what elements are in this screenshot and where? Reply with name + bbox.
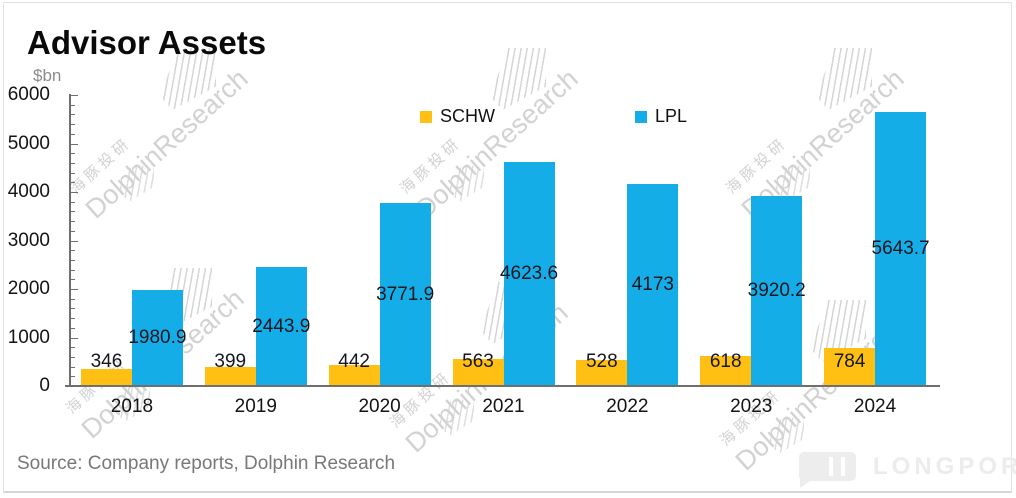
bar-schw-2019	[204, 366, 256, 386]
data-label-schw-2021: 563	[462, 351, 494, 372]
minor-tick	[71, 104, 75, 106]
y-axis-label-2000: 2000	[7, 278, 50, 299]
bar-schw-2022	[576, 360, 628, 386]
minor-tick	[71, 162, 75, 164]
data-label-lpl-2022: 4173	[631, 273, 674, 295]
minor-tick	[71, 124, 75, 126]
minor-tick	[71, 230, 75, 232]
plot-area: 346 1980.9 399 2443.9 442 3771.9 563 4623.6 528 4…	[70, 95, 937, 386]
major-tick	[71, 337, 78, 339]
x-axis-label-2019: 2019	[234, 396, 277, 417]
bar-lpl-2022	[627, 183, 679, 386]
legend-swatch-schw	[420, 110, 432, 123]
minor-tick	[71, 201, 75, 203]
logo-bar-gap	[829, 457, 833, 476]
legend-label-schw: SCHW	[440, 106, 495, 126]
legend-label-lpl: LPL	[655, 106, 688, 126]
y-axis-label-4000: 4000	[7, 181, 50, 202]
x-axis-label-2024: 2024	[853, 396, 897, 417]
bar-lpl-2024	[875, 112, 927, 386]
major-tick	[71, 289, 78, 290]
bar-lpl-2021	[503, 161, 555, 386]
y-axis-label-1000: 1000	[7, 326, 50, 348]
legend-item-lpl: LPL	[635, 106, 687, 127]
data-label-lpl-2018: 1980.9	[128, 326, 187, 348]
minor-tick	[71, 259, 75, 261]
minor-tick	[71, 376, 75, 378]
minor-tick	[71, 211, 75, 213]
data-label-lpl-2023: 3920.2	[747, 279, 806, 301]
data-label-lpl-2021: 4623.6	[499, 262, 559, 284]
x-axis-label-2018: 2018	[110, 396, 154, 417]
minor-tick	[71, 221, 75, 223]
bar-schw-2020	[328, 364, 380, 386]
bar-lpl-2020	[379, 203, 431, 386]
bar-schw-2023	[700, 356, 752, 386]
bar-schw-2021	[452, 358, 504, 386]
minor-tick	[71, 279, 75, 281]
y-axis-unit-label: $bn	[33, 66, 62, 85]
bar-schw-2018	[80, 369, 132, 386]
x-axis-label-2020: 2020	[358, 396, 401, 417]
minor-tick	[71, 318, 75, 320]
data-label-schw-2022: 528	[585, 351, 618, 372]
minor-tick	[71, 327, 75, 329]
minor-tick	[71, 356, 75, 358]
minor-tick	[71, 308, 75, 310]
legend-item-schw: SCHW	[420, 106, 495, 127]
minor-tick	[71, 153, 75, 155]
major-tick	[71, 240, 78, 242]
y-axis-line	[69, 94, 71, 387]
chart-title: Advisor Assets	[27, 24, 267, 61]
x-axis-line	[65, 385, 940, 387]
minor-tick	[71, 250, 75, 252]
minor-tick	[71, 269, 75, 271]
logo-bar-gap	[841, 457, 845, 476]
y-axis-label-6000: 6000	[7, 84, 50, 105]
x-axis-label-2022: 2022	[606, 396, 649, 417]
y-axis-label-5000: 5000	[7, 132, 50, 154]
major-tick	[71, 192, 78, 193]
minor-tick	[71, 347, 75, 349]
x-axis-label-2023: 2023	[730, 396, 773, 417]
chart-frame-border	[3, 2, 1012, 493]
bar-lpl-2019	[255, 267, 307, 386]
data-label-schw-2018: 346	[90, 351, 123, 372]
data-label-lpl-2020: 3771.9	[376, 283, 435, 305]
longport-brand: LONGPORT	[799, 452, 1016, 488]
minor-tick	[71, 182, 75, 184]
data-label-schw-2023: 618	[709, 351, 742, 372]
major-tick	[71, 143, 78, 145]
minor-tick	[71, 366, 75, 368]
minor-tick	[71, 298, 75, 300]
longport-logo-icon	[799, 452, 856, 488]
legend-swatch-lpl	[635, 110, 647, 123]
data-label-schw-2019: 399	[214, 351, 247, 372]
data-label-schw-2020: 442	[338, 351, 370, 372]
y-axis-label-0: 0	[39, 375, 50, 396]
minor-tick	[71, 114, 75, 116]
minor-tick	[71, 172, 75, 174]
data-label-lpl-2024: 5643.7	[871, 238, 930, 260]
data-label-lpl-2019: 2443.9	[252, 315, 311, 337]
minor-tick	[71, 133, 75, 135]
bar-lpl-2023	[751, 195, 803, 386]
longport-wordmark: LONGPORT	[873, 452, 1016, 480]
x-axis-label-2021: 2021	[482, 396, 525, 417]
major-tick	[71, 95, 78, 96]
source-note: Source: Company reports, Dolphin Researc…	[17, 453, 396, 474]
y-axis-label-3000: 3000	[7, 229, 50, 251]
